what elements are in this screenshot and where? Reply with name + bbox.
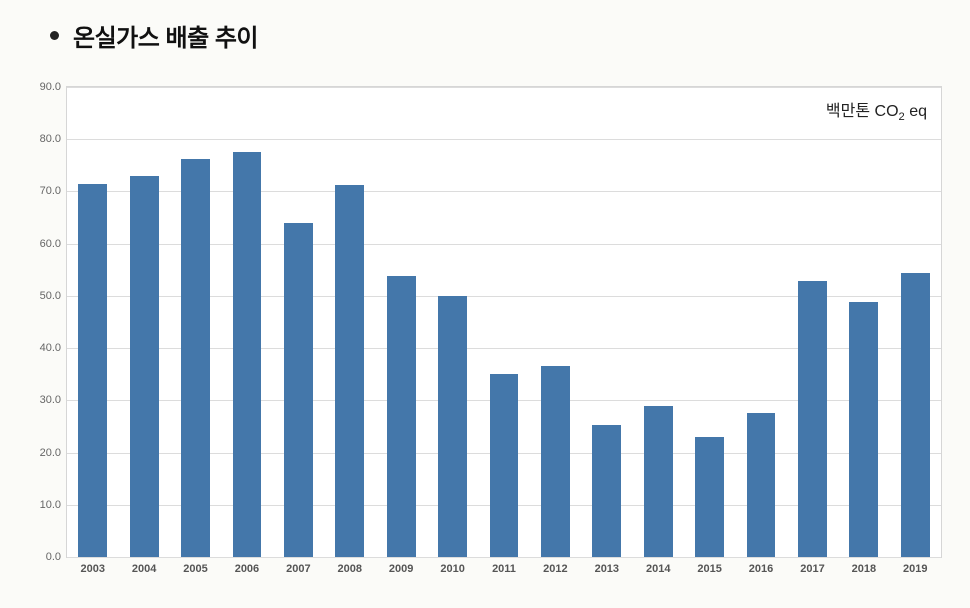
ytick-label: 70.0 [40,185,67,197]
ytick-label: 50.0 [40,290,67,302]
bar [490,374,519,557]
bar [849,302,878,557]
xtick-label: 2006 [235,557,259,575]
gridline [67,87,941,88]
xtick-label: 2011 [492,557,516,575]
xtick-label: 2012 [543,557,567,575]
plot-area: 백만톤 CO2 eq 0.010.020.030.040.050.060.070… [66,86,942,558]
bar [233,152,262,557]
ytick-label: 60.0 [40,238,67,250]
xtick-label: 2014 [646,557,670,575]
bar [284,223,313,557]
unit-label: 백만톤 CO2 eq [826,97,927,123]
bar [747,413,776,557]
xtick-label: 2008 [338,557,362,575]
ytick-label: 90.0 [40,81,67,93]
bar [644,406,673,557]
xtick-label: 2010 [440,557,464,575]
xtick-label: 2017 [800,557,824,575]
ytick-label: 30.0 [40,394,67,406]
xtick-label: 2015 [697,557,721,575]
bar [798,281,827,557]
xtick-label: 2009 [389,557,413,575]
bar [387,276,416,557]
xtick-label: 2013 [595,557,619,575]
bar [592,425,621,557]
bar [695,437,724,557]
bar [541,366,570,557]
xtick-label: 2016 [749,557,773,575]
bar [78,184,107,557]
page-title: 온실가스 배출 추이 [73,18,258,53]
bar [438,296,467,557]
xtick-label: 2005 [183,557,207,575]
xtick-label: 2003 [80,557,104,575]
bar [181,159,210,557]
xtick-label: 2018 [852,557,876,575]
bullet-icon [50,31,59,40]
bar [130,176,159,557]
emissions-chart: 백만톤 CO2 eq 0.0 10.0 20.0 30.0 40.0 50.0 60.0 70… [22,80,948,584]
xtick-label: 2007 [286,557,310,575]
xtick-label: 2004 [132,557,156,575]
ytick-label: 10.0 [40,499,67,511]
xtick-label: 2019 [903,557,927,575]
ytick-label: 20.0 [40,447,67,459]
bar [901,273,930,557]
gridline [67,139,941,140]
bar [335,185,364,557]
page-title-row: 온실가스 배출 추이 [50,18,948,53]
ytick-label: 80.0 [40,133,67,145]
ytick-label: 0.0 [46,551,67,563]
ytick-label: 40.0 [40,342,67,354]
